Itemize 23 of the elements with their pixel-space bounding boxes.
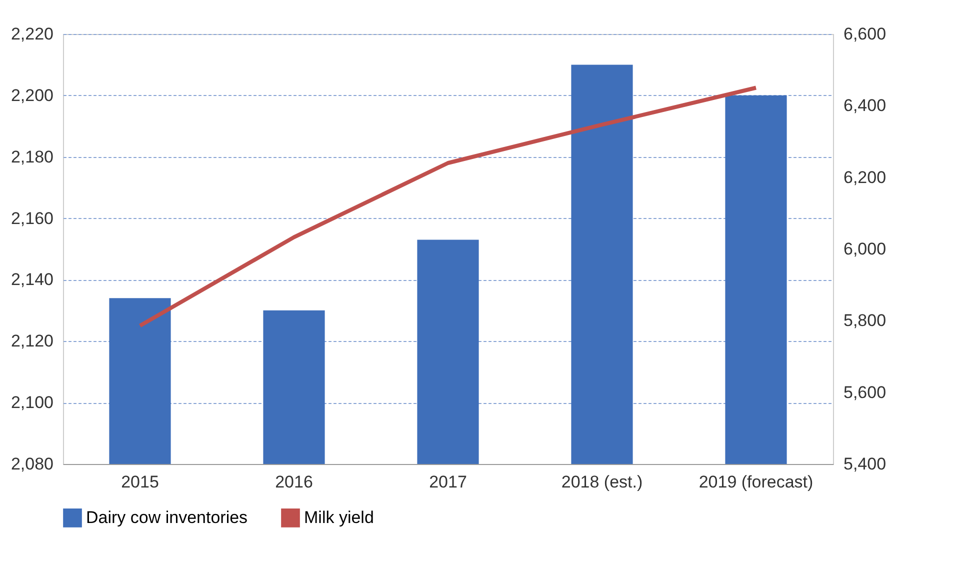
y-tick-label: 2,140 <box>10 270 54 290</box>
y2-tick-label: 6,600 <box>844 24 886 44</box>
y2-tick-label: 5,400 <box>844 454 886 474</box>
x-tick-label: 2016 <box>275 472 313 492</box>
y2-tick-label: 5,600 <box>844 382 886 402</box>
y-tick-label: 2,080 <box>10 454 54 474</box>
y2-tick-label: 6,400 <box>844 96 886 116</box>
y2-tick-label: 6,200 <box>844 168 886 187</box>
y-tick-label: 2,200 <box>10 86 54 105</box>
y-tick-label: 2,180 <box>10 147 54 166</box>
legend-label: Milk yield <box>304 508 374 527</box>
x-tick-label: 2018 (est.) <box>561 472 643 492</box>
y-tick-label: 2,160 <box>10 208 54 228</box>
x-tick-label: 2017 <box>429 472 467 492</box>
y2-tick-label: 6,000 <box>844 240 886 258</box>
y-tick-label: 2,100 <box>10 393 54 412</box>
line-series <box>138 86 758 328</box>
x-tick-label: 2019 (forecast) <box>698 472 814 492</box>
legend-label: Dairy cow inventories <box>86 508 248 527</box>
x-tick-label: 2015 <box>121 472 159 492</box>
y-tick-label: 2,220 <box>10 24 54 44</box>
y2-tick-label: 5,800 <box>844 311 886 330</box>
y-tick-label: 2,120 <box>10 332 54 351</box>
